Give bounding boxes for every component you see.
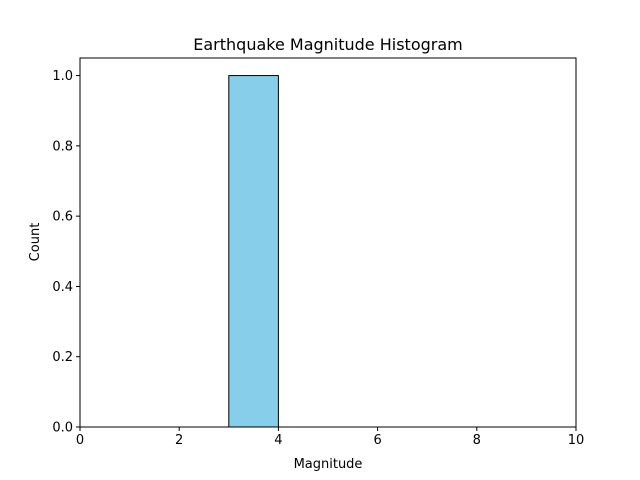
y-tick-label: 0.6 <box>52 210 73 225</box>
x-tick-label: 4 <box>274 433 282 448</box>
x-axis-label: Magnitude <box>294 457 363 472</box>
y-tick-label: 0.0 <box>52 421 73 436</box>
bars-group <box>228 75 279 428</box>
x-tick-label: 2 <box>175 433 183 448</box>
x-tick-label: 0 <box>76 433 84 448</box>
plot-area-frame <box>79 57 577 428</box>
y-tick-label: 0.4 <box>52 280 73 295</box>
y-axis-ticks: 0.0 0.2 0.4 0.6 0.8 1.0 <box>52 69 80 436</box>
chart-title: Earthquake Magnitude Histogram <box>193 35 462 54</box>
y-tick-label: 0.2 <box>52 350 73 365</box>
x-tick-label: 6 <box>373 433 381 448</box>
x-tick-label: 10 <box>568 433 585 448</box>
y-axis-label: Count <box>28 223 43 262</box>
x-axis-ticks: 0 2 4 6 8 10 <box>76 427 584 448</box>
x-tick-label: 8 <box>473 433 481 448</box>
y-tick-label: 1.0 <box>52 69 73 84</box>
histogram-bar <box>228 75 279 428</box>
y-tick-label: 0.8 <box>52 139 73 154</box>
